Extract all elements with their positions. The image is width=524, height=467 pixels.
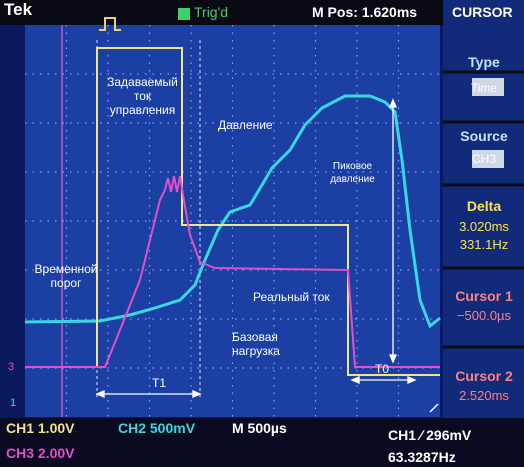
channel-marker: 1 [10,396,16,410]
annotation: Пиковое давление [315,160,390,186]
menu-value: CH3 [446,151,522,167]
menu-value: 2.520ms [446,388,522,404]
brand: Tek [4,3,32,17]
menu-value: 3.020ms [446,219,522,235]
trigger-state: Trig'd [194,5,228,19]
trigger-level: CH1 ∕ 296mV [388,428,471,442]
timebase: M 500µs [232,421,287,435]
ch1-scale: CH1 1.00V [6,421,74,435]
menu-value: Time [446,80,522,96]
annotation: Задаваемый ток управления [100,75,185,117]
ch2-scale: CH2 500mV [118,421,195,435]
frequency: 63.3287Hz [388,450,456,464]
position: M Pos: 1.620ms [312,5,417,19]
ch3-scale: CH3 2.00V [6,446,74,460]
menu-value: −500.0µs [446,308,522,324]
annotation: Базовая нагрузка [232,330,302,358]
menu-label[interactable]: Cursor 2 [446,368,522,384]
annotation: Реальный ток [253,290,330,304]
menu-value: 331.1Hz [446,237,522,253]
annotation: Давление [218,118,273,132]
menu-label[interactable]: Type [446,54,522,70]
menu-label[interactable]: Source [446,128,522,144]
channel-marker: 3 [8,360,14,374]
oscilloscope-screen: Tek Trig'd M Pos: 1.620ms CURSOR Type Ti… [0,0,524,467]
annotation: T1 [152,376,166,390]
annotation: Временной порог [26,262,106,290]
annotation: T0 [375,362,389,376]
menu-label: Delta [446,198,522,214]
menu-label[interactable]: Cursor 1 [446,288,522,304]
menu-title: CURSOR [452,5,513,19]
